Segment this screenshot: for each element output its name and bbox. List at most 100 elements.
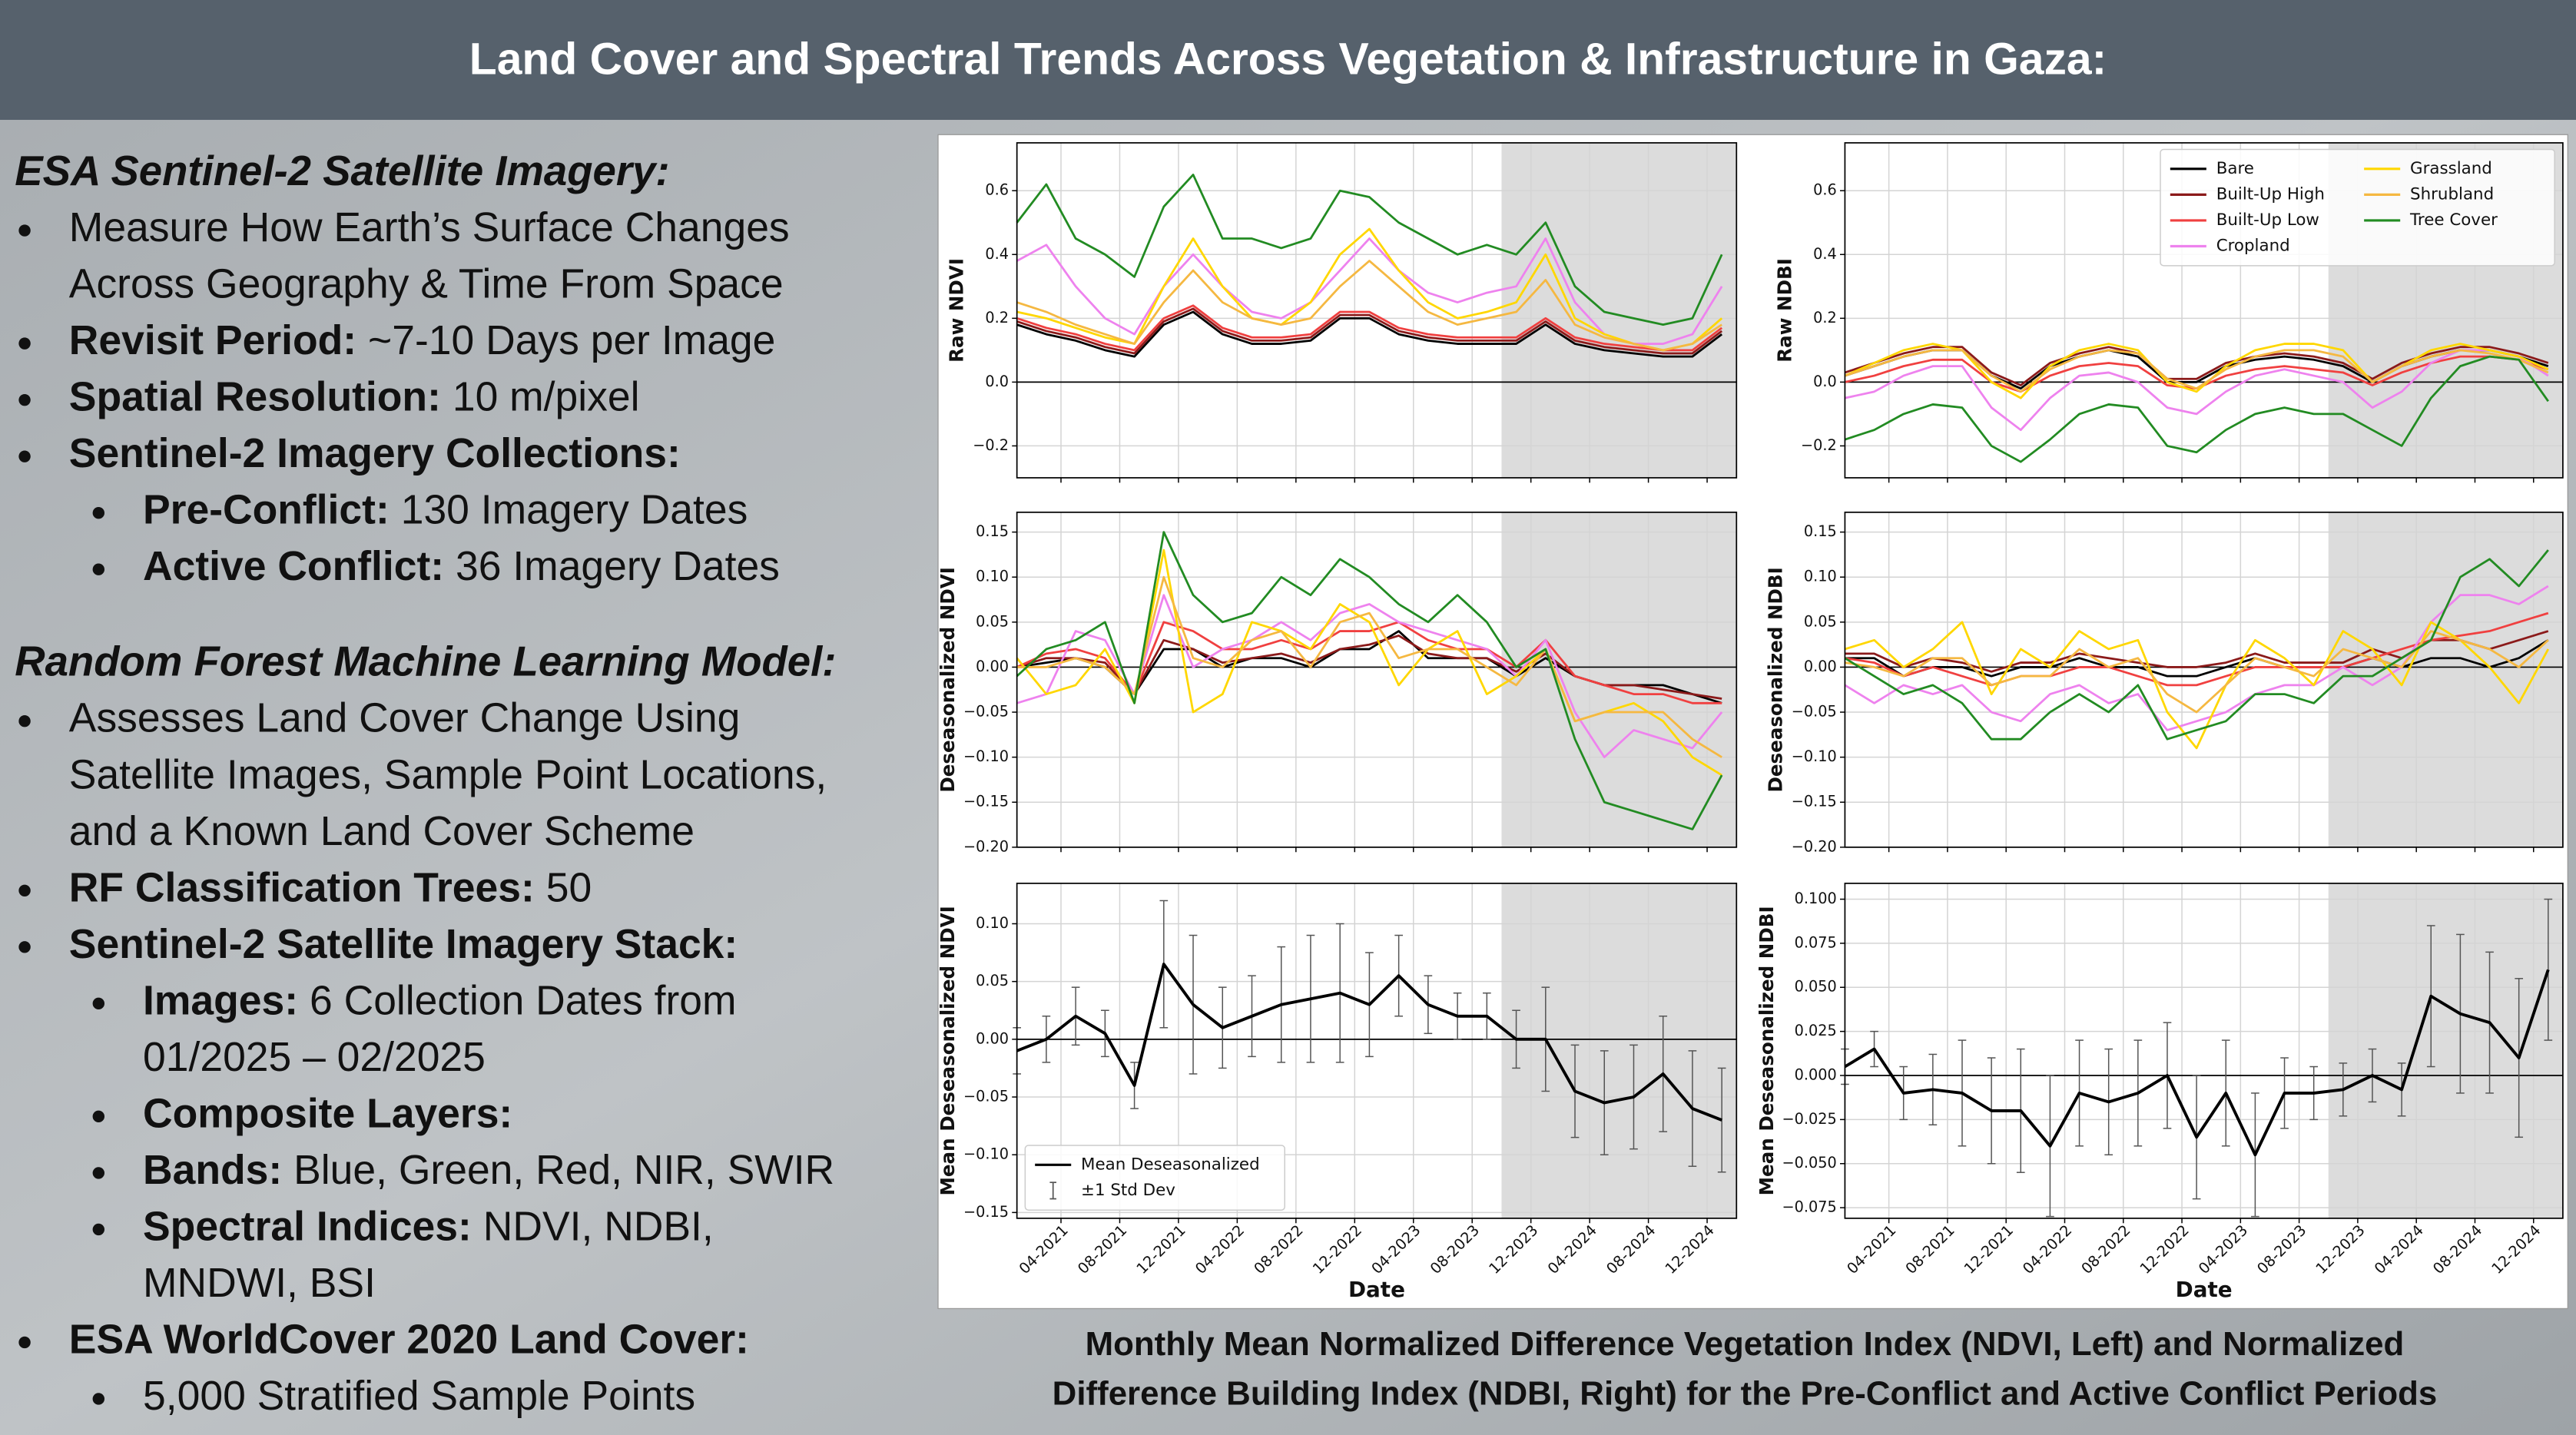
x-axis-label: Date: [2176, 1277, 2233, 1302]
y-tick-label: 0.4: [1813, 245, 1837, 263]
y-tick-label: 0.2: [1813, 309, 1837, 326]
legend-box: [1024, 1145, 1285, 1211]
y-tick-label: 0.6: [1813, 181, 1837, 199]
series-line: [1016, 174, 1723, 326]
bullet-text: RF Classification Trees: 50: [69, 865, 592, 910]
bullet: [18, 1336, 31, 1349]
legend-label: Tree Cover: [2409, 210, 2498, 230]
conflict-shade: [2328, 512, 2563, 847]
bullet-label: Images:: [143, 978, 298, 1023]
bullet: [18, 224, 31, 237]
legend-label: Shrubland: [2410, 184, 2494, 204]
bullet-value: NDVI, NDBI,: [483, 1205, 714, 1250]
legend-label: Built-Up High: [2216, 184, 2325, 204]
y-tick-label: −0.050: [1782, 1154, 1837, 1172]
caption: Difference Building Index (NDBI, Right) …: [1053, 1374, 2438, 1412]
y-tick-label: 0.100: [1795, 890, 1837, 907]
bullet-text: ESA WorldCover 2020 Land Cover:: [69, 1317, 749, 1363]
plot-frame: [1016, 511, 1738, 848]
y-tick-label: −0.05: [963, 1088, 1009, 1105]
y-tick-label: −0.2: [1801, 436, 1837, 454]
bullet-text: Across Geography & Time From Space: [69, 262, 784, 307]
legend-label: Mean Deseasonalized: [1081, 1155, 1260, 1174]
bullet-text: Composite Layers:: [143, 1091, 512, 1136]
legend-box: [2160, 148, 2555, 267]
chart-panel: [937, 134, 2568, 1310]
y-axis-label: Mean Deseasonalized NDVI: [937, 906, 959, 1195]
y-tick-label: 0.05: [1804, 612, 1837, 630]
y-tick-label: −0.20: [963, 837, 1009, 855]
conflict-shade: [1501, 512, 1737, 847]
y-tick-label: 0.00: [976, 1029, 1009, 1047]
plot-frame: [1844, 142, 2564, 479]
y-tick-label: 0.4: [985, 245, 1009, 263]
y-tick-label: −0.15: [1792, 793, 1837, 810]
bullet-text: Assesses Land Cover Change Using: [69, 696, 741, 741]
y-tick-label: −0.025: [1782, 1110, 1837, 1128]
series-line: [1016, 307, 1723, 355]
bullet-label: Sentinel-2 Imagery Collections:: [69, 431, 681, 476]
bullet-value: 5,000 Stratified Sample Points: [143, 1374, 695, 1419]
y-tick-label: −0.05: [1792, 703, 1837, 721]
bullet-label: Pre-Conflict:: [143, 488, 390, 533]
bullet-text: 5,000 Stratified Sample Points: [143, 1374, 695, 1419]
bullet: [92, 997, 105, 1010]
y-tick-label: −0.075: [1782, 1198, 1837, 1216]
series-line: [1844, 355, 2549, 463]
series-line: [1016, 310, 1723, 358]
bullet: [18, 393, 31, 406]
y-tick-label: 0.050: [1795, 978, 1837, 996]
y-tick-label: −0.15: [963, 1203, 1009, 1221]
series-line: [1845, 630, 2549, 714]
y-tick-label: 0.025: [1795, 1022, 1837, 1039]
y-axis-label: Mean Deseasonalized NDBI: [1755, 906, 1778, 1195]
section-heading: Random Forest Machine Learning Model:: [15, 638, 836, 685]
bullet-text: MNDWI, BSI: [143, 1261, 376, 1306]
series-line: [1844, 969, 2550, 1157]
bullet-label: RF Classification Trees:: [69, 865, 535, 910]
bullet-label: Active Conflict:: [143, 544, 444, 589]
conflict-shade: [2328, 883, 2563, 1218]
bullet: [92, 563, 105, 575]
bullet-text: and a Known Land Cover Scheme: [69, 809, 695, 854]
bullet-text: 01/2025 – 02/2025: [143, 1035, 486, 1080]
series-line: [1016, 260, 1722, 352]
y-tick-label: −0.15: [963, 793, 1009, 810]
bullet: [92, 1110, 105, 1123]
bullet: [18, 715, 31, 727]
series-line: [1016, 304, 1723, 352]
bullet-label: Spatial Resolution:: [69, 375, 441, 420]
y-tick-label: −0.10: [963, 747, 1009, 765]
legend-swatch: [1049, 1181, 1056, 1200]
bullet-value: 130 Imagery Dates: [401, 488, 748, 533]
y-tick-label: 0.000: [1795, 1066, 1837, 1084]
bullet-label: ESA WorldCover 2020 Land Cover:: [69, 1317, 749, 1363]
bullet-text: Pre-Conflict: 130 Imagery Dates: [143, 488, 748, 533]
legend-label: Cropland: [2216, 236, 2290, 255]
y-tick-label: 0.10: [976, 568, 1009, 585]
x-axis-label: Date: [1348, 1277, 1405, 1302]
bullet-value: 10 m/pixel: [453, 375, 640, 420]
y-tick-label: 0.10: [976, 914, 1009, 932]
bullet: [18, 884, 31, 896]
series-line: [1016, 531, 1723, 830]
y-axis-label: Deseasonalized NDVI: [937, 567, 959, 793]
y-tick-label: 0.05: [976, 972, 1009, 989]
bullet: [92, 506, 105, 519]
y-tick-label: 0.075: [1795, 933, 1837, 951]
bullet-value: 6 Collection Dates from: [310, 978, 737, 1023]
y-axis-label: Deseasonalized NDBI: [1765, 567, 1787, 792]
bullet: [18, 450, 31, 462]
y-tick-label: 0.00: [976, 658, 1009, 675]
y-axis-label: Raw NDBI: [1773, 258, 1795, 363]
y-tick-label: −0.2: [973, 436, 1009, 454]
bullet-value: Measure How Earth’s Surface Changes: [69, 205, 790, 250]
series-line: [1016, 963, 1722, 1122]
bullet-value: 50: [546, 865, 592, 910]
y-tick-label: 0.2: [985, 309, 1009, 326]
bullet: [92, 1223, 105, 1236]
legend-label: Built-Up Low: [2216, 210, 2319, 230]
legend-label: Grassland: [2410, 159, 2492, 178]
legend-label: Bare: [2216, 159, 2254, 178]
